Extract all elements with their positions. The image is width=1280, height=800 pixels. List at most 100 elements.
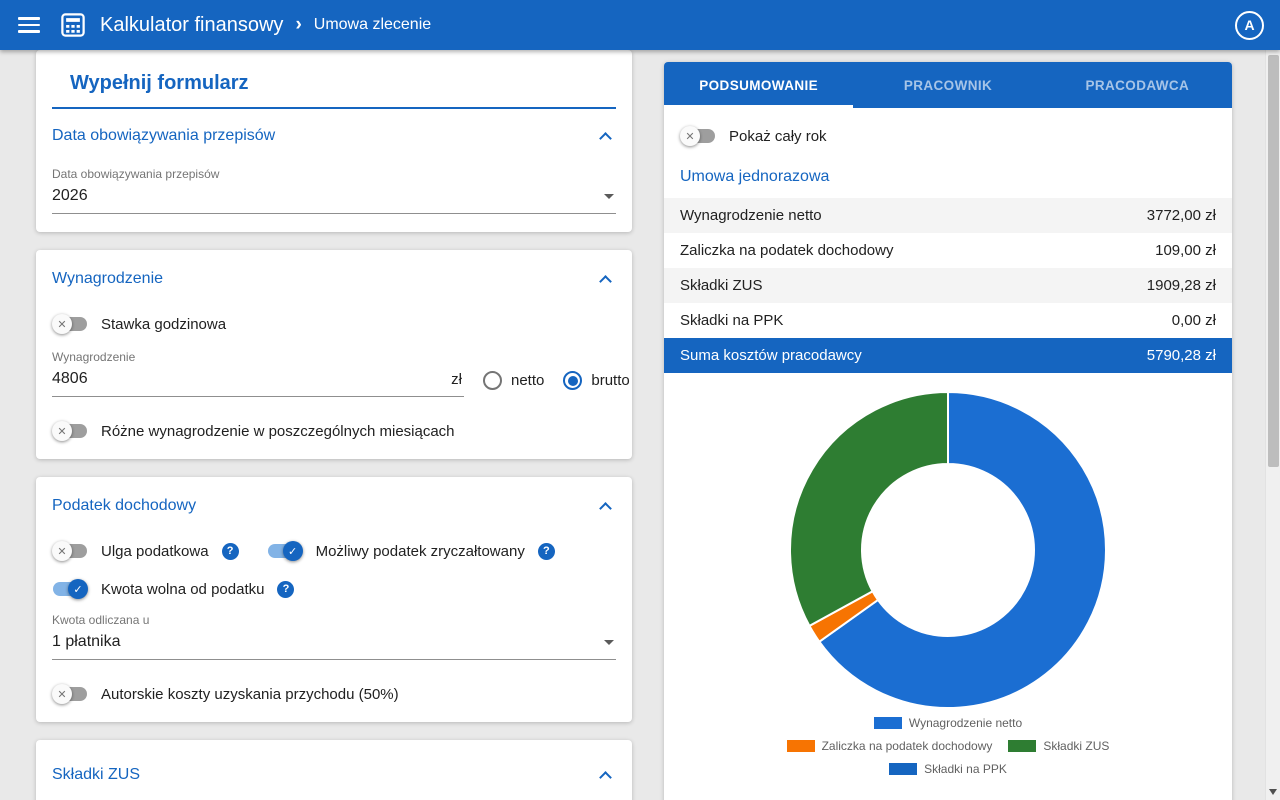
chart-legend: Wynagrodzenie netto Zaliczka na podatek … <box>763 716 1133 785</box>
section-title: Wynagrodzenie <box>52 270 164 287</box>
section-title: Składki ZUS <box>52 766 141 783</box>
legend-label: Zaliczka na podatek dochodowy <box>821 739 993 753</box>
card-zus-section: Składki ZUS <box>36 740 632 800</box>
radio-circle[interactable] <box>483 371 502 390</box>
date-select-field[interactable]: Data obowiązywania przepisów 2026 <box>52 167 616 214</box>
legend-label: Składki ZUS <box>1043 739 1110 753</box>
deduction-select-field[interactable]: Kwota odliczana u 1 płatnika <box>52 613 616 660</box>
account-icon[interactable]: A <box>1235 10 1264 40</box>
wage-row: Wynagrodzenie 4806 zł netto brutto <box>52 350 630 397</box>
section-title: Data obowiązywania przepisów <box>52 127 276 144</box>
tax-relief-row: Ulga podatkowa ? <box>52 541 239 561</box>
form-title: Wypełnij formularz <box>70 72 249 94</box>
page-content: Wypełnij formularz Data obowiązywania pr… <box>0 50 1265 800</box>
toggle-label: Pokaż cały rok <box>729 127 827 145</box>
tab-podsumowanie[interactable]: PODSUMOWANIE <box>664 62 854 108</box>
section-header-zus[interactable]: Składki ZUS <box>52 760 616 790</box>
toggle-label: Autorskie koszty uzyskania przychodu (50… <box>101 685 399 703</box>
card-date-section: Wypełnij formularz Data obowiązywania pr… <box>36 50 632 232</box>
breadcrumb-chevron-icon: › <box>295 14 302 35</box>
tab-pracownik[interactable]: PRACOWNIK <box>903 77 993 93</box>
scrollbar-arrow-down-icon[interactable] <box>1269 789 1277 795</box>
help-icon[interactable]: ? <box>537 542 555 560</box>
dropdown-caret-icon[interactable] <box>604 639 614 645</box>
date-select-value: 2026 <box>52 187 88 204</box>
dropdown-caret-icon[interactable] <box>604 193 614 199</box>
scrollbar-thumb[interactable] <box>1268 55 1279 467</box>
breadcrumb: Umowa zlecenie <box>313 16 432 33</box>
row-value: 109,00 zł <box>1155 242 1216 259</box>
hourly-rate-row: Stawka godzinowa <box>52 314 616 334</box>
legend-item: Zaliczka na podatek dochodowy <box>786 739 993 753</box>
monthly-variation-row: Różne wynagrodzenie w poszczególnych mie… <box>52 421 616 441</box>
toggle-label: Różne wynagrodzenie w poszczególnych mie… <box>101 422 455 440</box>
window-scrollbar <box>1265 50 1280 800</box>
table-row: Zaliczka na podatek dochodowy 109,00 zł <box>664 233 1232 268</box>
author-costs-row: Autorskie koszty uzyskania przychodu (50… <box>52 684 616 704</box>
radio-brutto[interactable]: brutto <box>563 371 630 390</box>
wage-value[interactable]: 4806 <box>52 370 88 387</box>
legend-label: Wynagrodzenie netto <box>908 716 1023 730</box>
section-header-date[interactable]: Data obowiązywania przepisów <box>52 121 616 151</box>
table-row: Składki na PPK 0,00 zł <box>664 303 1232 338</box>
tax-relief-toggle[interactable] <box>52 541 88 561</box>
row-value: 3772,00 zł <box>1146 207 1216 224</box>
author-costs-toggle[interactable] <box>52 684 88 704</box>
monthly-variation-toggle[interactable] <box>52 421 88 441</box>
tab-pracodawca[interactable]: PRACODAWCA <box>1085 77 1190 93</box>
toggle-label: Kwota wolna od podatku <box>101 580 265 598</box>
summary-panel: PODSUMOWANIE PRACOWNIK PRACODAWCA Pokaż … <box>664 62 1232 800</box>
full-year-row: Pokaż cały rok <box>664 108 1232 156</box>
form-column: Wypełnij formularz Data obowiązywania pr… <box>36 50 632 800</box>
flat-tax-toggle[interactable] <box>267 541 303 561</box>
section-header-salary[interactable]: Wynagrodzenie <box>52 264 616 294</box>
help-icon[interactable]: ? <box>277 580 295 598</box>
legend-swatch <box>1008 740 1037 752</box>
donut-chart-svg <box>789 390 1107 709</box>
help-icon[interactable]: ? <box>221 542 239 560</box>
total-label: Suma kosztów pracodawcy <box>680 347 862 364</box>
row-label: Składki ZUS <box>680 277 763 294</box>
section-title: Podatek dochodowy <box>52 497 197 514</box>
legend-swatch <box>873 717 902 729</box>
row-label: Wynagrodzenie netto <box>680 207 822 224</box>
radio-circle[interactable] <box>563 371 583 390</box>
full-year-toggle[interactable] <box>680 126 716 146</box>
chevron-up-icon[interactable] <box>599 501 612 515</box>
legend-swatch <box>786 740 815 752</box>
chevron-up-icon[interactable] <box>599 131 612 145</box>
toggle-label: Stawka godzinowa <box>101 315 227 333</box>
field-label: Wynagrodzenie <box>52 350 136 364</box>
row-value: 0,00 zł <box>1171 312 1216 329</box>
menu-icon[interactable] <box>18 17 40 33</box>
total-value: 5790,28 zł <box>1146 347 1216 364</box>
chevron-up-icon[interactable] <box>599 274 612 288</box>
card-salary-section: Wynagrodzenie Stawka godzinowa Wynagrodz… <box>36 250 632 459</box>
row-label: Składki na PPK <box>680 312 784 329</box>
wage-input-field[interactable]: Wynagrodzenie 4806 zł <box>52 350 464 397</box>
free-amount-toggle[interactable] <box>52 579 88 599</box>
legend-label: Składki na PPK <box>924 762 1007 776</box>
chevron-up-icon[interactable] <box>599 770 612 784</box>
toggle-label: Możliwy podatek zryczałtowany <box>315 542 525 560</box>
donut-chart <box>664 373 1232 714</box>
field-label: Kwota odliczana u <box>52 613 150 627</box>
radio-label: netto <box>511 372 545 389</box>
donut-slice-2 <box>789 390 949 628</box>
free-amount-row: Kwota wolna od podatku ? <box>52 579 616 599</box>
radio-netto[interactable]: netto <box>483 371 544 390</box>
legend-item: Składki na PPK <box>889 762 1007 776</box>
field-label: Data obowiązywania przepisów <box>52 167 220 181</box>
app-title[interactable]: Kalkulator finansowy <box>100 13 284 36</box>
currency-suffix: zł <box>451 370 462 388</box>
deduction-select-value: 1 płatnika <box>52 633 121 650</box>
section-header-tax[interactable]: Podatek dochodowy <box>52 491 616 521</box>
hourly-rate-toggle[interactable] <box>52 314 88 334</box>
calculator-app-icon <box>58 10 88 40</box>
total-row: Suma kosztów pracodawcy 5790,28 zł <box>664 338 1232 373</box>
donut-slice-0 <box>817 390 1107 709</box>
legend-item: Składki ZUS <box>1008 739 1109 753</box>
row-value: 1909,28 zł <box>1146 277 1216 294</box>
toggle-label: Ulga podatkowa <box>101 542 209 560</box>
table-row: Wynagrodzenie netto 3772,00 zł <box>664 198 1232 233</box>
